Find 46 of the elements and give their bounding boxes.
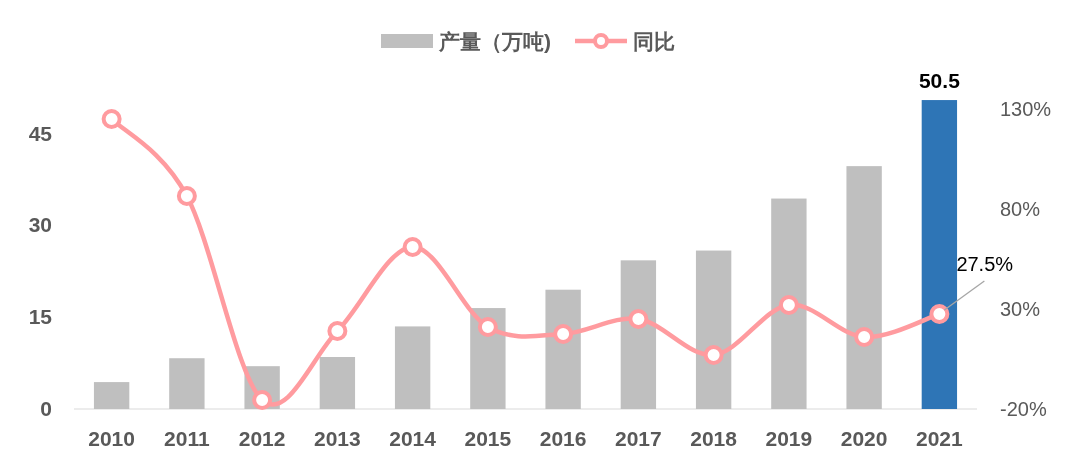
bar bbox=[394, 326, 431, 409]
point bbox=[327, 321, 348, 341]
point bbox=[628, 309, 649, 329]
point bbox=[929, 304, 950, 324]
data-label: 50.5 bbox=[918, 69, 961, 93]
bar bbox=[620, 260, 657, 409]
legend-label: 产量（万吨) bbox=[438, 30, 551, 53]
x-tick-label: 2020 bbox=[840, 427, 888, 450]
point bbox=[854, 327, 875, 347]
bar bbox=[169, 358, 205, 409]
y-tick-label: 15 bbox=[28, 305, 53, 329]
bar bbox=[846, 166, 882, 409]
legend-label: 同比 bbox=[633, 30, 675, 53]
y-tick-label: 45 bbox=[28, 121, 53, 145]
y2-tick-label: 130% bbox=[1000, 98, 1052, 120]
point bbox=[101, 109, 122, 129]
bar bbox=[921, 100, 958, 409]
bar bbox=[545, 289, 581, 409]
x-tick-label: 2013 bbox=[314, 427, 361, 450]
bar bbox=[319, 357, 356, 409]
x-tick-label: 2019 bbox=[765, 427, 813, 450]
point bbox=[778, 295, 799, 315]
y-tick-label: 30 bbox=[28, 213, 52, 237]
x-tick-label: 2011 bbox=[164, 427, 210, 450]
y-tick-label: 0 bbox=[40, 397, 52, 420]
point bbox=[477, 317, 498, 337]
x-tick-label: 2010 bbox=[88, 427, 135, 450]
bar bbox=[93, 382, 130, 409]
x-tick-label: 2012 bbox=[238, 427, 286, 450]
y2-tick-label: -20% bbox=[1000, 398, 1047, 420]
x-tick-label: 2021 bbox=[916, 427, 964, 450]
data-label: 27.5% bbox=[956, 253, 1014, 275]
x-tick-label: 2015 bbox=[464, 427, 512, 450]
x-tick-label: 2014 bbox=[389, 427, 437, 450]
point bbox=[703, 345, 724, 365]
point bbox=[252, 390, 273, 410]
x-tick-label: 2018 bbox=[690, 427, 738, 450]
point bbox=[553, 324, 574, 344]
point bbox=[402, 237, 423, 257]
bar bbox=[771, 198, 807, 409]
y2-tick-label: 30% bbox=[1000, 298, 1041, 320]
y2-tick-label: 80% bbox=[1000, 198, 1041, 220]
point bbox=[176, 186, 197, 206]
bar bbox=[695, 250, 732, 409]
x-tick-label: 2017 bbox=[615, 427, 662, 450]
x-tick-label: 2016 bbox=[539, 427, 587, 450]
